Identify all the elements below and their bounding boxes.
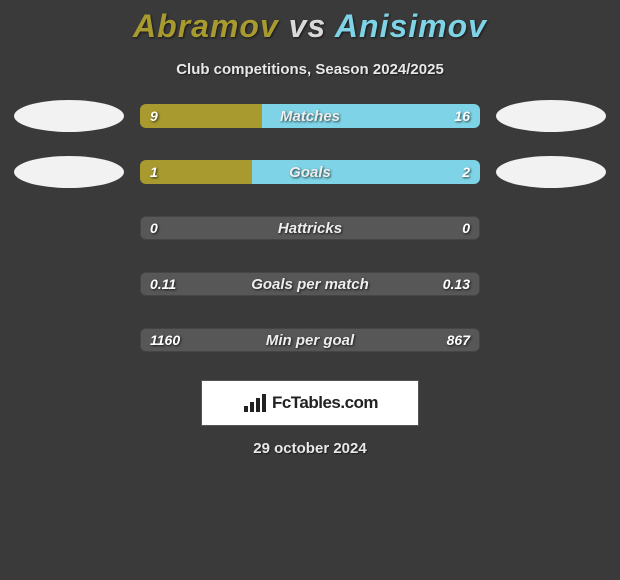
spacer — [14, 268, 124, 300]
stat-row: 9Matches16 — [0, 100, 620, 132]
player2-oval — [496, 156, 606, 188]
date-label: 29 october 2024 — [0, 440, 620, 457]
player1-oval — [14, 156, 124, 188]
stat-bar: 0.11Goals per match0.13 — [140, 272, 480, 296]
stat-row: 0.11Goals per match0.13 — [0, 268, 620, 300]
stat-label: Hattricks — [140, 216, 480, 240]
stat-value-right: 867 — [447, 328, 470, 352]
vs-label: vs — [289, 8, 327, 44]
comparison-card: Abramov vs Anisimov Club competitions, S… — [0, 0, 620, 457]
fctables-logo: FcTables.com — [201, 380, 419, 426]
logo-text: FcTables.com — [272, 393, 378, 413]
stat-bar: 1160Min per goal867 — [140, 328, 480, 352]
player1-oval — [14, 100, 124, 132]
spacer — [496, 324, 606, 356]
stat-value-right: 0 — [462, 216, 470, 240]
page-title: Abramov vs Anisimov — [0, 8, 620, 45]
subtitle: Club competitions, Season 2024/2025 — [0, 61, 620, 78]
stat-bar: 1Goals2 — [140, 160, 480, 184]
stat-bar: 9Matches16 — [140, 104, 480, 128]
stat-label: Goals per match — [140, 272, 480, 296]
spacer — [496, 268, 606, 300]
bars-icon — [242, 392, 268, 414]
player2-name: Anisimov — [335, 8, 487, 44]
stat-label: Min per goal — [140, 328, 480, 352]
stat-value-right: 2 — [462, 160, 470, 184]
player2-oval — [496, 100, 606, 132]
spacer — [496, 212, 606, 244]
stat-value-right: 16 — [454, 104, 470, 128]
player1-name: Abramov — [133, 8, 279, 44]
spacer — [14, 212, 124, 244]
stat-row: 1160Min per goal867 — [0, 324, 620, 356]
spacer — [14, 324, 124, 356]
stat-row: 0Hattricks0 — [0, 212, 620, 244]
stat-bar: 0Hattricks0 — [140, 216, 480, 240]
stat-value-right: 0.13 — [443, 272, 470, 296]
stat-row: 1Goals2 — [0, 156, 620, 188]
stats-section: 9Matches16 1Goals2 0Hattricks0 0.11Goals pe… — [0, 100, 620, 356]
stat-label: Matches — [140, 104, 480, 128]
stat-label: Goals — [140, 160, 480, 184]
